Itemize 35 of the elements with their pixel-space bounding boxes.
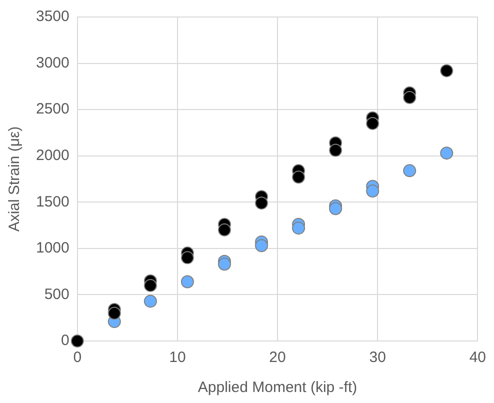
point [180,251,194,264]
y-tick-label: 1500 [36,193,70,210]
point [329,144,342,157]
point [70,334,84,348]
y-tick-label: 3000 [36,54,70,72]
x-tick-label: 0 [73,349,82,366]
y-tick-label: 2000 [36,147,70,164]
y-tick-label: 500 [44,286,70,303]
point [108,306,121,320]
point [180,275,194,288]
point [403,164,416,178]
y-tick-label: 3500 [36,8,70,26]
point [292,170,306,184]
point [292,222,306,235]
x-tick-label: 10 [169,349,186,366]
point [255,239,268,252]
y-tick-label: 1000 [36,240,70,257]
point [144,294,157,308]
point [440,146,454,160]
point [366,116,380,130]
y-axis-title: Axial Strain (με) [6,126,24,232]
point [255,196,268,210]
point [144,278,157,292]
point [366,184,380,198]
x-tick-label: 20 [269,349,286,366]
point [440,64,454,78]
x-tick-label: 40 [469,349,486,366]
point [329,202,342,216]
point [218,258,231,271]
x-tick-label: 30 [369,349,386,366]
point [218,223,231,236]
y-tick-label: 2500 [36,100,70,118]
x-axis-title: Applied Moment (kip -ft) [198,379,358,396]
y-tick-label: 0 [61,332,70,350]
point [403,91,416,104]
